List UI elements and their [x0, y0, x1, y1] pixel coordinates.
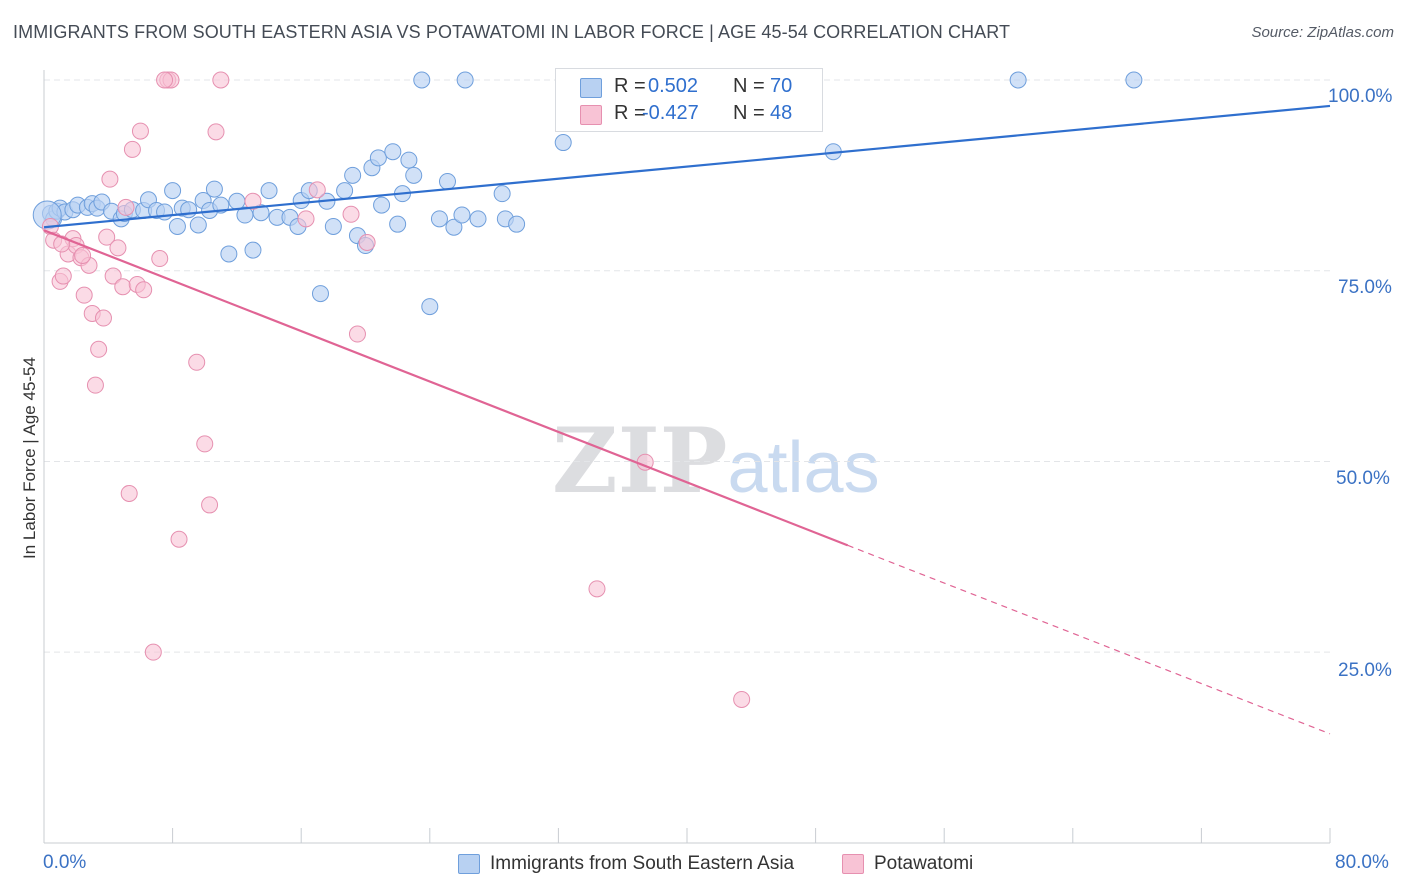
x-tick-label-max: 80.0% — [1335, 852, 1389, 873]
legend-r-value: -0.427 — [642, 102, 699, 124]
trendline-pink — [43, 229, 849, 547]
data-point-pink — [53, 235, 71, 253]
data-point-blue — [405, 166, 423, 184]
data-point-pink — [348, 325, 366, 343]
data-point-pink — [114, 278, 132, 296]
data-point-pink — [101, 170, 119, 188]
data-point-blue — [244, 241, 262, 259]
data-point-pink — [297, 210, 315, 228]
data-point-pink — [94, 309, 112, 327]
data-point-pink — [74, 246, 92, 264]
data-point-blue — [180, 201, 198, 219]
data-point-pink — [156, 71, 174, 89]
data-point-pink — [358, 233, 376, 251]
data-point-pink — [207, 123, 225, 141]
y-tick-label-75: 75.0% — [1338, 277, 1392, 298]
data-point-blue — [156, 203, 174, 221]
source-label: Source: ZipAtlas.com — [1251, 24, 1394, 41]
data-point-blue — [400, 151, 418, 169]
trendline-blue — [43, 104, 1331, 229]
legend-swatch-pink — [580, 105, 602, 125]
data-point-blue — [369, 149, 387, 167]
data-point-pink — [170, 530, 188, 548]
data-point-blue — [205, 180, 223, 198]
legend-n-label: N = — [733, 102, 765, 124]
data-point-pink — [135, 281, 153, 299]
data-point-pink — [308, 181, 326, 199]
watermark: ZIPatlas — [552, 408, 880, 514]
data-point-blue — [220, 245, 238, 263]
data-point-blue — [311, 285, 329, 303]
correlation-legend: R = 0.502 N = 70 R = -0.427 N = 48 — [555, 68, 823, 132]
data-point-blue — [430, 210, 448, 228]
data-point-blue — [324, 217, 342, 235]
data-point-blue — [389, 215, 407, 233]
trendline-pink-extension — [847, 544, 1331, 735]
data-point-pink — [588, 580, 606, 598]
legend-label-pink: Potawatomi — [874, 853, 974, 874]
legend-n-value: 48 — [770, 102, 793, 124]
data-point-pink — [104, 267, 122, 285]
data-point-pink — [123, 140, 141, 158]
legend-label-blue: Immigrants from South Eastern Asia — [490, 853, 795, 874]
y-tick-label-25: 25.0% — [1338, 660, 1392, 681]
data-point-pink — [144, 643, 162, 661]
data-point-blue — [554, 134, 572, 152]
data-point-pink — [109, 239, 127, 257]
data-point-blue — [164, 182, 182, 200]
data-point-blue — [1125, 71, 1143, 89]
legend-n-value: 70 — [770, 75, 793, 97]
data-point-pink — [188, 353, 206, 371]
data-point-blue — [445, 218, 463, 236]
data-point-pink — [196, 435, 214, 453]
data-point-pink — [212, 71, 230, 89]
data-point-pink — [201, 496, 219, 514]
data-point-pink — [86, 376, 104, 394]
data-point-blue — [493, 185, 511, 203]
data-point-blue — [260, 182, 278, 200]
data-point-blue — [336, 182, 354, 200]
legend-swatch-blue — [580, 78, 602, 98]
legend-swatch-pink — [842, 854, 864, 874]
legend-swatch-blue — [458, 854, 480, 874]
chart-title: IMMIGRANTS FROM SOUTH EASTERN ASIA VS PO… — [13, 22, 1011, 42]
x-tick-label-min: 0.0% — [43, 852, 87, 873]
legend-n-label: N = — [733, 75, 765, 97]
data-point-pink — [98, 228, 116, 246]
data-point-blue — [1009, 71, 1027, 89]
data-point-blue — [384, 143, 402, 161]
data-point-blue — [469, 210, 487, 228]
data-point-pink — [117, 198, 135, 216]
data-point-pink — [733, 690, 751, 708]
data-point-blue — [456, 71, 474, 89]
watermark-atlas: atlas — [727, 428, 880, 508]
data-point-blue — [413, 71, 431, 89]
data-point-pink — [75, 286, 93, 304]
data-point-blue — [189, 216, 207, 234]
data-point-blue — [508, 215, 526, 233]
data-point-pink — [244, 192, 262, 210]
data-point-blue — [168, 217, 186, 235]
y-tick-label-50: 50.0% — [1336, 468, 1390, 489]
data-point-blue — [438, 172, 456, 190]
data-point-pink — [90, 340, 108, 358]
data-point-pink — [120, 484, 138, 502]
data-point-pink — [131, 122, 149, 140]
data-point-blue — [453, 206, 471, 224]
data-point-pink — [342, 205, 360, 223]
legend-r-value: 0.502 — [648, 75, 699, 97]
data-point-blue — [373, 196, 391, 214]
legend-r-label: R = — [614, 102, 646, 124]
y-tick-label-100: 100.0% — [1328, 86, 1393, 107]
data-point-blue — [421, 298, 439, 316]
y-axis-label: In Labor Force | Age 45-54 — [20, 357, 39, 559]
data-point-pink — [151, 250, 169, 268]
legend-r-label: R = — [614, 75, 646, 97]
data-point-pink — [54, 267, 72, 285]
data-point-blue — [344, 166, 362, 184]
